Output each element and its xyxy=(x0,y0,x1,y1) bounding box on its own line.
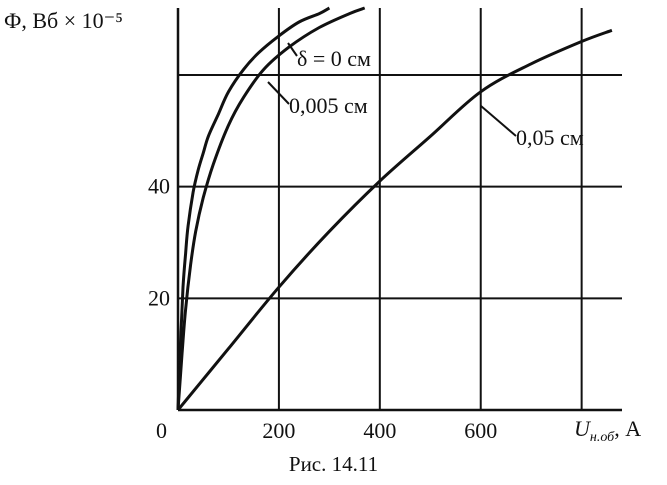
x-tick-label-600: 600 xyxy=(464,418,497,443)
x-axis-title: Uн.об, А xyxy=(574,416,641,445)
x-axis-title-subscript: н.об xyxy=(590,430,615,445)
x-tick-label-200: 200 xyxy=(262,418,295,443)
magnetization-chart: δ = 0 см 0,005 см 0,05 см 0 200 400 600 20 40 Ф… xyxy=(4,6,641,445)
annotation-leader-0 xyxy=(287,42,298,57)
y-tick-label-20: 20 xyxy=(148,285,170,310)
grid xyxy=(178,8,622,410)
tick-labels: 0 200 400 600 20 40 xyxy=(148,174,497,443)
annotation-leader-2 xyxy=(480,105,517,137)
series-line-0 xyxy=(176,6,331,411)
annotation-leader-1 xyxy=(267,81,290,105)
annotation-label-1: 0,005 см xyxy=(289,93,368,118)
annotation-label-2: 0,05 см xyxy=(516,125,584,150)
series xyxy=(176,6,613,411)
x-axis-title-main: U xyxy=(574,416,592,441)
y-axis-title: Ф, Вб × 10⁻⁵ xyxy=(4,8,123,33)
x-axis-title-unit: , А xyxy=(614,416,641,441)
figure-caption: Рис. 14.11 xyxy=(288,452,379,476)
annotation-label-0: δ = 0 см xyxy=(297,46,371,71)
series-line-1 xyxy=(176,6,366,411)
y-tick-label-40: 40 xyxy=(148,174,170,199)
series-line-2 xyxy=(176,28,613,411)
axes xyxy=(176,8,622,412)
annotations: δ = 0 см 0,005 см 0,05 см xyxy=(267,42,584,150)
x-tick-label-400: 400 xyxy=(363,418,396,443)
x-tick-label-0: 0 xyxy=(156,418,167,443)
